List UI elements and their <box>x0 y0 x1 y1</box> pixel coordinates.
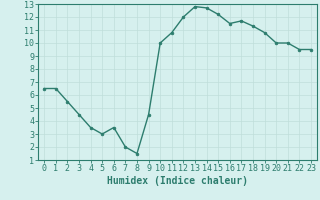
X-axis label: Humidex (Indice chaleur): Humidex (Indice chaleur) <box>107 176 248 186</box>
